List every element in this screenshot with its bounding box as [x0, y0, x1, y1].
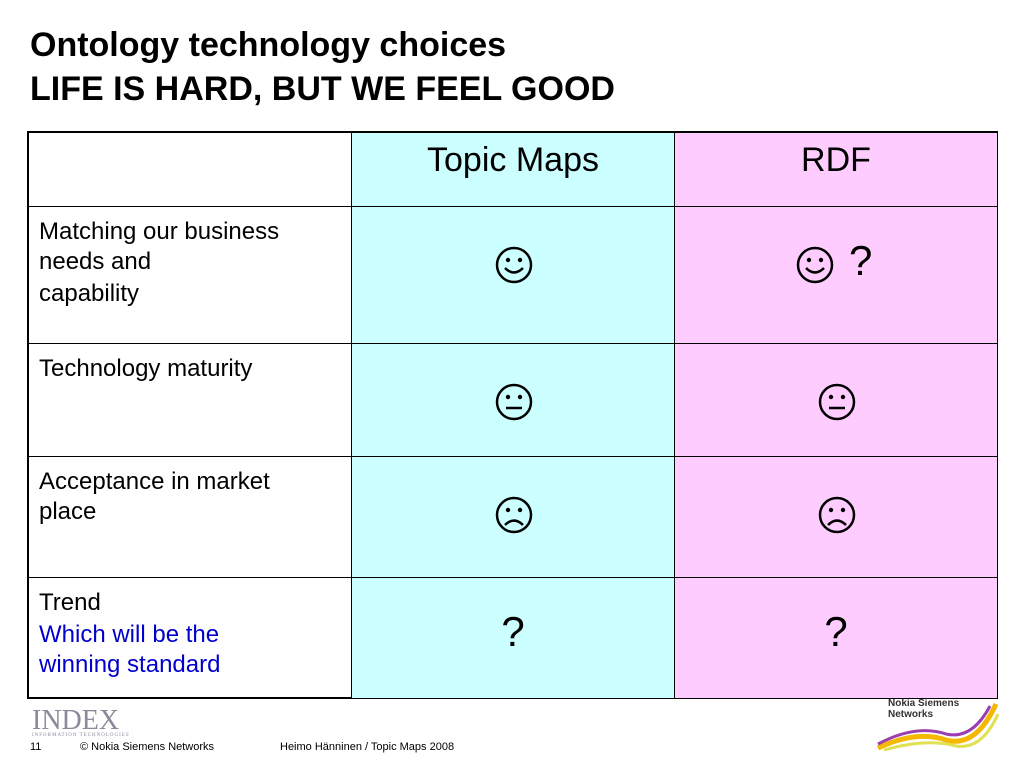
table-cell	[351, 343, 675, 457]
column-header: RDF	[674, 132, 998, 207]
smiley-neutral	[495, 383, 533, 421]
header-empty-cell	[28, 132, 352, 207]
author: Heimo Hänninen / Topic Maps 2008	[280, 741, 455, 753]
smiley-sad	[495, 496, 533, 534]
table-cell	[674, 343, 998, 457]
row-label-cell: Acceptance in market place	[28, 456, 352, 578]
footer-logo: INDEX	[32, 705, 120, 736]
cell-text: ?	[849, 237, 873, 284]
row-label: Technology maturity	[39, 355, 253, 382]
slide-subtitle: LIFE IS HARD, BUT WE FEEL GOOD	[30, 70, 615, 108]
row-label: Matching our business needs and	[39, 218, 280, 275]
row-label-cell: Matching our business needs and capabili…	[28, 206, 352, 344]
smiley-sad	[818, 496, 856, 534]
smiley-happy	[796, 246, 834, 284]
row-label-note: Which will be the winning standard	[39, 621, 221, 678]
smiley-neutral	[818, 383, 856, 421]
table-cell	[351, 206, 675, 344]
column-header: Topic Maps	[351, 132, 675, 207]
smiley-happy	[495, 246, 533, 284]
table-cell	[674, 456, 998, 578]
copyright: © Nokia Siemens Networks	[80, 741, 215, 753]
row-label: capability	[39, 280, 140, 307]
cell-text: ?	[824, 608, 848, 655]
row-label-cell: Trend Which will be the winning standard	[28, 577, 352, 699]
table-cell: ?	[351, 577, 675, 699]
table-cell: ?	[674, 206, 998, 344]
brand-swoosh	[876, 702, 1000, 752]
table-cell	[351, 456, 675, 578]
cell-text: ?	[501, 608, 525, 655]
table-cell: ?	[674, 577, 998, 699]
slide-title: Ontology technology choices	[30, 26, 507, 64]
row-label: Trend	[39, 589, 101, 616]
row-label: Acceptance in market place	[39, 468, 270, 525]
brand-name: Nokia Siemens Networks	[888, 698, 960, 720]
row-label-cell: Technology maturity	[28, 343, 352, 457]
page-number: 11	[30, 741, 42, 753]
footer-logo-tagline: INFORMATION TECHNOLOGIES	[32, 733, 130, 738]
